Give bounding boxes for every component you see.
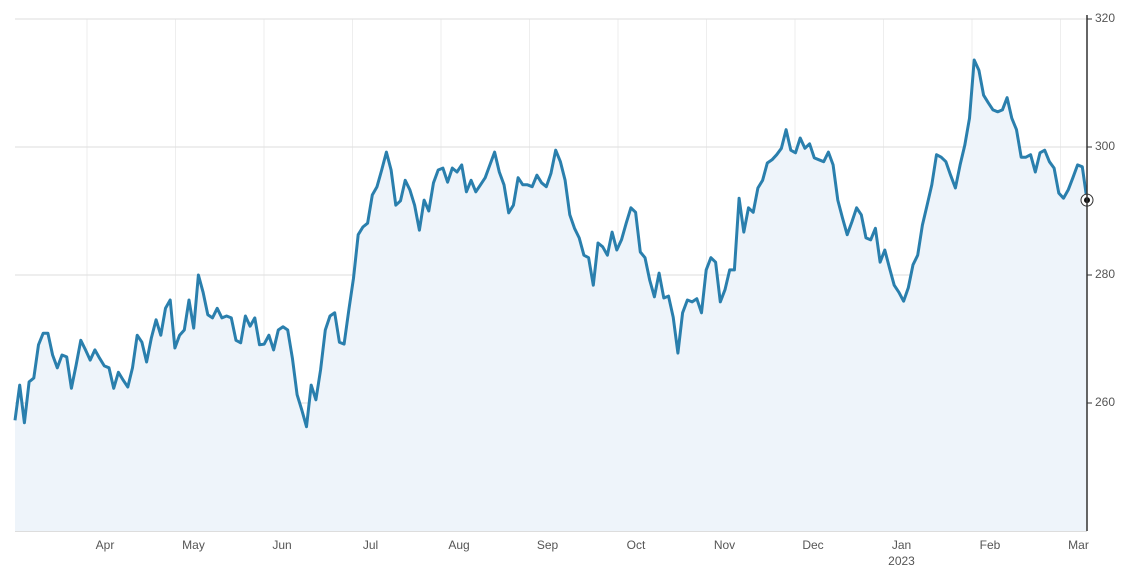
y-tick-label: 260 <box>1095 395 1115 409</box>
y-tick-label: 300 <box>1095 139 1115 153</box>
x-tick-label: Jun <box>272 538 291 552</box>
x-tick-label: Dec <box>802 538 823 552</box>
x-tick-label: Jul <box>363 538 378 552</box>
x-tick-label: Jan <box>892 538 911 552</box>
x-tick-label: Mar <box>1068 538 1089 552</box>
x-tick-label: Feb <box>980 538 1001 552</box>
x-tick-label: Oct <box>627 538 646 552</box>
x-tick-label: Apr <box>96 538 115 552</box>
x-tick-label: Sep <box>537 538 559 552</box>
x-tick-label: May <box>182 538 205 552</box>
line <box>13 58 1089 429</box>
x-tick-label: Aug <box>448 538 469 552</box>
y-tick-label: 280 <box>1095 267 1115 281</box>
y-tick-label: 320 <box>1095 11 1115 25</box>
area <box>15 60 1087 531</box>
x-tick-label: Nov <box>714 538 735 552</box>
x-tick-sublabel: 2023 <box>888 554 915 568</box>
